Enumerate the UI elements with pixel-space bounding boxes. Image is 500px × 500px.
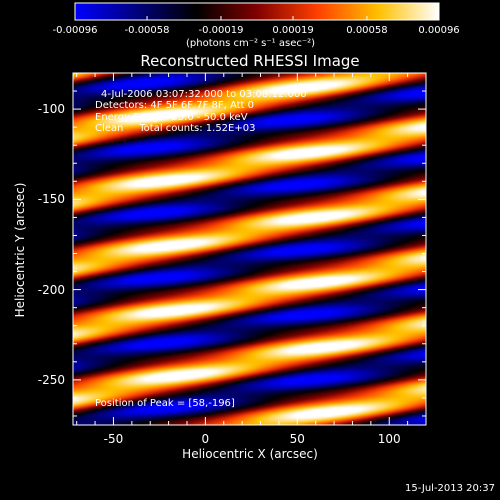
axis-tick-marks [73, 72, 427, 425]
heatmap-image [73, 73, 426, 425]
y-tick-label: -200 [37, 282, 65, 297]
colorbar-tick-label: 0.00058 [346, 25, 388, 36]
colorbar-tick-label: -0.00096 [52, 25, 98, 36]
y-tick-label: -100 [37, 102, 65, 117]
colorbar-tick-label: -0.00019 [198, 25, 244, 36]
colorbar-tick-label: 0.00096 [418, 25, 460, 36]
y-axis-label: Heliocentric Y (arcsec) [13, 182, 27, 318]
energy-range-annotation: Energy Range: 25.0 - 50.0 keV [95, 112, 248, 123]
peak-annotation: Position of Peak = [58,-196] [95, 398, 235, 409]
time-range-annotation: 4-Jul-2006 03:07:32.000 to 03:08:12.000 [101, 89, 307, 100]
colorbar-tick-label: -0.00058 [124, 25, 170, 36]
footer-date: 15-Jul-2013 20:37 [404, 483, 495, 494]
x-tick-label: -50 [103, 432, 124, 446]
method-counts-annotation: Clean Total counts: 1.52E+03 [95, 123, 256, 134]
plot-frame [72, 72, 427, 426]
y-tick-label: -250 [37, 372, 65, 387]
colorbar-tick-marks [74, 16, 440, 20]
colorbar-tick-label: 0.00019 [272, 25, 314, 36]
colorbar-units: (photons cm⁻² s⁻¹ asec⁻²) [186, 38, 316, 49]
x-tick-label: 100 [377, 432, 401, 446]
y-tick-label: -150 [37, 192, 65, 207]
x-tick-label: 50 [289, 432, 305, 446]
chart-title: Reconstructed RHESSI Image [140, 52, 360, 70]
x-axis-label: Heliocentric X (arcsec) [182, 447, 318, 461]
detectors-annotation: Detectors: 4F 5F 6F 7F 8F, Att 0 [95, 100, 255, 111]
colorbar [74, 2, 440, 21]
x-tick-label: 0 [201, 432, 210, 446]
